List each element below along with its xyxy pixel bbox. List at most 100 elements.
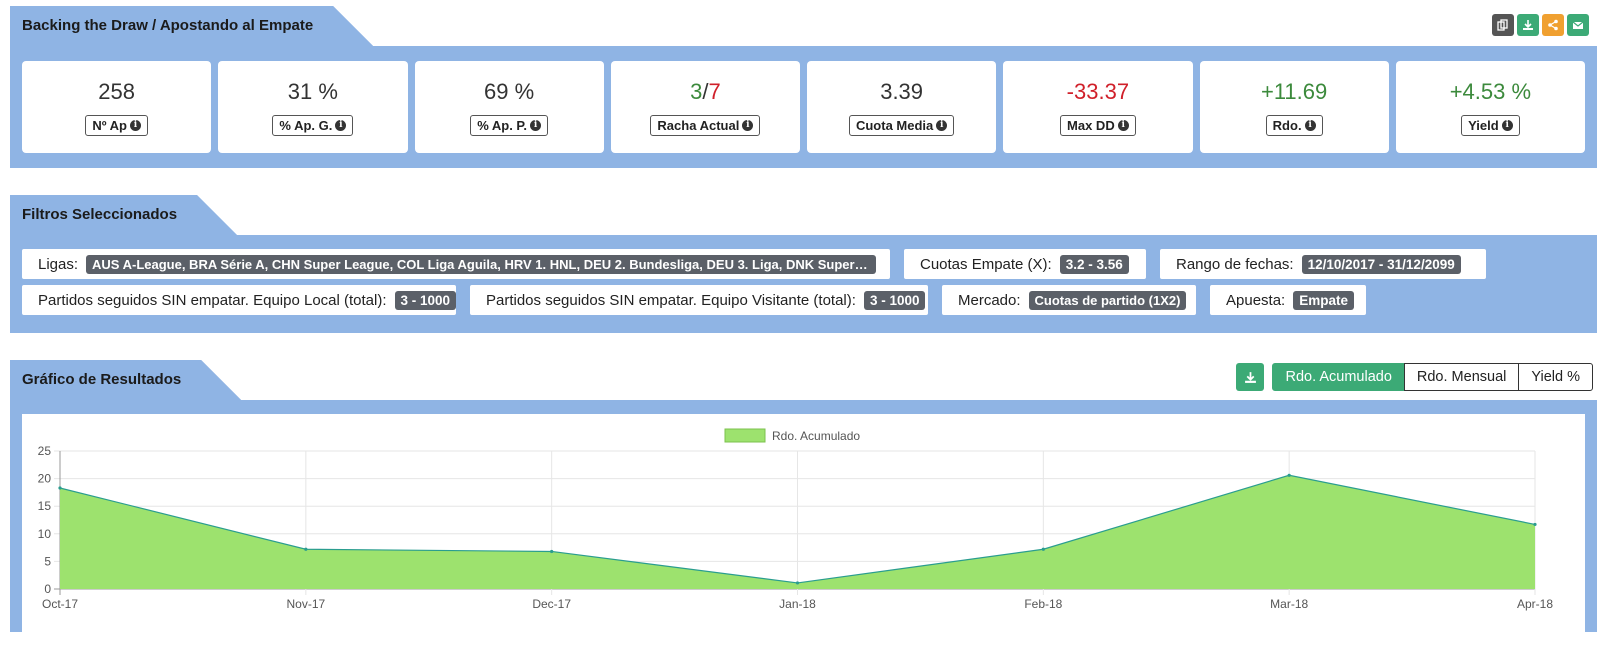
stat-value: 31 % bbox=[287, 78, 338, 104]
stat-value: 258 bbox=[98, 78, 135, 104]
stat-card-yield: +4.53 % Yield i bbox=[1395, 61, 1585, 153]
x-tick-label: Feb-18 bbox=[1024, 597, 1062, 611]
header-toolbar bbox=[1492, 14, 1589, 36]
y-tick-label: 10 bbox=[38, 527, 52, 541]
stat-label[interactable]: Racha Actual i bbox=[650, 114, 761, 136]
stat-label-text: % Ap. G. bbox=[279, 117, 333, 133]
stat-card-win-pct: 31 % % Ap. G. i bbox=[218, 61, 408, 153]
filter-value: Cuotas de partido (1X2) bbox=[1028, 290, 1187, 310]
tab-rdo-mensual[interactable]: Rdo. Mensual bbox=[1403, 363, 1520, 391]
data-point bbox=[1287, 473, 1291, 477]
chart-download-button[interactable] bbox=[1236, 363, 1265, 391]
streak-separator: / bbox=[702, 78, 709, 104]
x-tick-label: Jan-18 bbox=[779, 597, 816, 611]
x-tick-label: Apr-18 bbox=[1517, 597, 1553, 611]
x-tick-label: Mar-18 bbox=[1270, 597, 1308, 611]
info-icon[interactable]: i bbox=[936, 119, 948, 131]
legend-label: Rdo. Acumulado bbox=[772, 429, 860, 443]
stat-card-streak: 3/7 Racha Actual i bbox=[610, 61, 800, 153]
stat-value: -33.37 bbox=[1066, 78, 1130, 104]
x-tick-label: Dec-17 bbox=[532, 597, 571, 611]
email-icon[interactable] bbox=[1567, 14, 1589, 36]
filter-value: 3 - 1000 bbox=[863, 290, 926, 310]
streak-wins: 3 bbox=[690, 78, 703, 104]
results-panel: Gráfico de Resultados Rdo. Acumulado Rdo… bbox=[10, 360, 1597, 632]
stats-section-title: Backing the Draw / Apostando al Empate bbox=[10, 6, 373, 46]
filter-ligas: Ligas: AUS A-League, BRA Série A, CHN Su… bbox=[22, 249, 890, 279]
info-icon[interactable]: i bbox=[1117, 119, 1129, 131]
stat-label[interactable]: % Ap. G. i bbox=[272, 114, 354, 136]
filter-value: 12/10/2017 - 31/12/2099 bbox=[1301, 254, 1461, 274]
series-area bbox=[60, 475, 1535, 589]
download-icon bbox=[1245, 371, 1256, 383]
stat-label-text: % Ap. P. bbox=[477, 117, 528, 133]
filter-value: 3 - 1000 bbox=[394, 290, 457, 310]
stat-card-max-dd: -33.37 Max DD i bbox=[1003, 61, 1193, 153]
filter-apuesta: Apuesta: Empate bbox=[1210, 285, 1366, 315]
filter-label: Partidos seguidos SIN empatar. Equipo Lo… bbox=[38, 291, 387, 309]
x-tick-label: Oct-17 bbox=[42, 597, 78, 611]
stat-label[interactable]: % Ap. P. i bbox=[470, 114, 549, 136]
filter-label: Cuotas Empate (X): bbox=[920, 255, 1052, 273]
stat-label[interactable]: Max DD i bbox=[1060, 114, 1136, 136]
info-icon[interactable]: i bbox=[1304, 119, 1316, 131]
stat-label[interactable]: Yield i bbox=[1461, 114, 1520, 136]
y-tick-label: 25 bbox=[38, 444, 52, 458]
info-icon[interactable]: i bbox=[742, 119, 754, 131]
filter-label: Ligas: bbox=[38, 255, 79, 273]
filter-mercado: Mercado: Cuotas de partido (1X2) bbox=[942, 285, 1196, 315]
filter-label: Partidos seguidos SIN empatar. Equipo Vi… bbox=[486, 291, 856, 309]
stat-label[interactable]: Nº Ap i bbox=[85, 114, 148, 136]
filters-section-title: Filtros Seleccionados bbox=[10, 195, 237, 235]
stat-label[interactable]: Rdo. i bbox=[1265, 114, 1323, 136]
tab-yield[interactable]: Yield % bbox=[1518, 363, 1593, 391]
chart-toolbar: Rdo. Acumulado Rdo. Mensual Yield % bbox=[1236, 363, 1593, 391]
tab-rdo-acumulado[interactable]: Rdo. Acumulado bbox=[1272, 363, 1405, 391]
filter-visitante: Partidos seguidos SIN empatar. Equipo Vi… bbox=[470, 285, 928, 315]
stat-value: 3.39 bbox=[880, 78, 924, 104]
filters-panel: Filtros Seleccionados Ligas: AUS A-Leagu… bbox=[10, 195, 1597, 333]
filter-local: Partidos seguidos SIN empatar. Equipo Lo… bbox=[22, 285, 457, 315]
x-tick-label: Nov-17 bbox=[286, 597, 325, 611]
y-tick-label: 20 bbox=[38, 472, 52, 486]
results-section-title: Gráfico de Resultados bbox=[10, 360, 241, 400]
stats-panel: Backing the Draw / Apostando al Empate 2… bbox=[10, 6, 1597, 168]
stat-card-loss-pct: 69 % % Ap. P. i bbox=[414, 61, 604, 153]
data-point bbox=[58, 486, 62, 490]
filter-label: Mercado: bbox=[958, 291, 1021, 309]
filter-value: 3.2 - 3.56 bbox=[1059, 254, 1129, 274]
stat-label-text: Racha Actual bbox=[657, 117, 740, 133]
filter-rango: Rango de fechas: 12/10/2017 - 31/12/2099 bbox=[1160, 249, 1486, 279]
stat-label-text: Max DD bbox=[1067, 117, 1115, 133]
info-icon[interactable]: i bbox=[530, 119, 542, 131]
info-icon[interactable]: i bbox=[1501, 119, 1513, 131]
info-icon[interactable]: i bbox=[129, 119, 141, 131]
data-point bbox=[1041, 547, 1045, 551]
stat-card-num-bets: 258 Nº Ap i bbox=[22, 61, 212, 153]
streak-losses: 7 bbox=[708, 78, 721, 104]
download-icon[interactable] bbox=[1517, 14, 1539, 36]
share-icon[interactable] bbox=[1542, 14, 1564, 36]
stat-label-text: Nº Ap bbox=[92, 117, 127, 133]
filter-label: Apuesta: bbox=[1226, 291, 1286, 309]
chart-container: 0 5 10 15 20 25 Oct-17 Nov-17 Dec-17 Jan-18 Feb-18… bbox=[22, 414, 1585, 632]
stat-value: 3/7 bbox=[690, 79, 721, 105]
stat-label-text: Yield bbox=[1468, 117, 1499, 133]
y-tick-label: 5 bbox=[44, 554, 51, 568]
stat-label-text: Rdo. bbox=[1272, 117, 1302, 133]
data-point bbox=[795, 581, 800, 585]
legend-swatch bbox=[724, 428, 766, 443]
info-icon[interactable]: i bbox=[335, 119, 347, 131]
data-point bbox=[304, 547, 308, 551]
stat-card-result: +11.69 Rdo. i bbox=[1199, 61, 1389, 153]
results-chart: 0 5 10 15 20 25 Oct-17 Nov-17 Dec-17 Jan-18 Feb-18… bbox=[38, 428, 1553, 611]
filter-value: Empate bbox=[1293, 290, 1354, 310]
y-tick-label: 15 bbox=[38, 499, 52, 513]
stat-label[interactable]: Cuota Media i bbox=[848, 114, 955, 136]
stat-label-text: Cuota Media bbox=[855, 117, 934, 133]
filter-cuotas: Cuotas Empate (X): 3.2 - 3.56 bbox=[904, 249, 1146, 279]
stat-card-avg-odds: 3.39 Cuota Media i bbox=[807, 61, 997, 153]
copy-icon[interactable] bbox=[1492, 14, 1514, 36]
stat-value: 69 % bbox=[484, 78, 535, 104]
data-point bbox=[550, 549, 554, 554]
